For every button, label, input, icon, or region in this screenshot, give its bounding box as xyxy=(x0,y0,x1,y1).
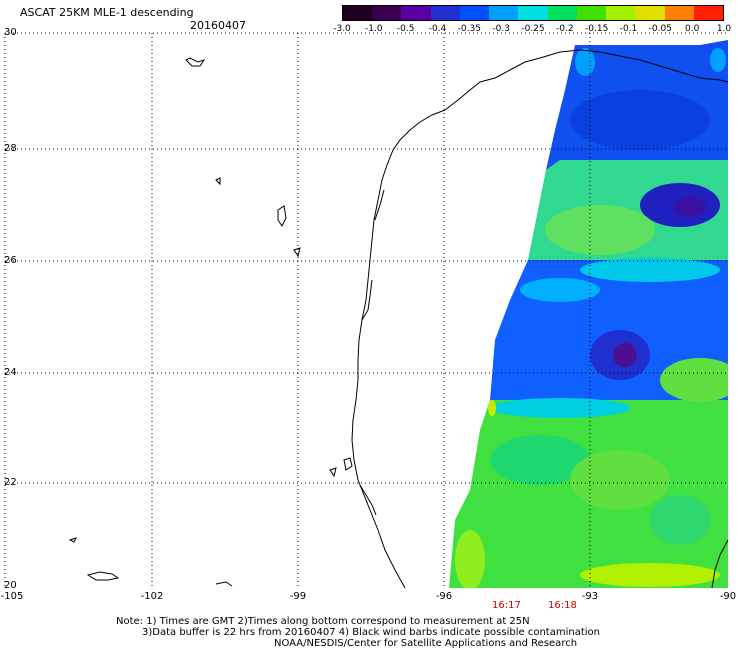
x-label-99: -99 xyxy=(289,591,307,602)
color-scale-label: 0.0 xyxy=(684,24,700,34)
x-label-105: -105 xyxy=(0,591,24,602)
y-label-28: 28 xyxy=(4,143,17,154)
color-scale-swatch xyxy=(547,6,577,20)
color-scale-label: -1.0 xyxy=(365,24,383,34)
color-scale-swatch xyxy=(664,6,694,20)
color-scale-label: -0.2 xyxy=(556,24,574,34)
color-scale-label: -0.05 xyxy=(648,24,672,34)
grid-lines xyxy=(4,32,728,588)
x-label-93: -93 xyxy=(581,591,599,602)
y-label-26: 26 xyxy=(4,255,17,266)
color-scale-swatch xyxy=(518,6,548,20)
color-scale-label: -0.15 xyxy=(585,24,609,34)
color-scale-swatch xyxy=(635,6,665,20)
color-scale-label: -0.35 xyxy=(457,24,481,34)
note-line-1: Note: 1) Times are GMT 2)Times along bot… xyxy=(116,616,530,627)
color-scale-swatch xyxy=(401,6,431,20)
color-scale-label: 1.0 xyxy=(716,24,732,34)
color-scale-swatch xyxy=(693,6,724,20)
color-scale-swatch xyxy=(459,6,490,20)
color-scale-swatch xyxy=(372,6,402,20)
data-swath xyxy=(449,40,728,588)
footnotes: Note: 1) Times are GMT 2)Times along bot… xyxy=(116,616,600,649)
x-label-102: -102 xyxy=(140,591,164,602)
coastline xyxy=(68,49,729,589)
pass-time-2: 16:18 xyxy=(548,600,577,611)
note-line-2: 3)Data buffer is 22 hrs from 20160407 4)… xyxy=(142,627,600,638)
color-scale-bar xyxy=(342,5,724,21)
color-scale-labels: -3.0 -1.0 -0.5 -0.4 -0.35 -0.3 -0.25 -0.2 -0.15-… xyxy=(330,24,732,36)
map-title: ASCAT 25KM MLE-1 descending xyxy=(20,6,194,19)
color-scale-label: -3.0 xyxy=(333,24,351,34)
color-scale-label: -0.4 xyxy=(428,24,447,34)
y-label-30: 30 xyxy=(4,27,17,38)
y-label-20: 20 xyxy=(4,580,17,591)
color-scale-swatch xyxy=(489,6,519,20)
color-scale-label: -0.1 xyxy=(619,24,638,34)
note-line-3: NOAA/NESDIS/Center for Satellite Applica… xyxy=(274,638,578,649)
color-scale-label: -0.5 xyxy=(396,24,415,34)
x-label-90: -90 xyxy=(719,591,737,602)
color-scale-swatch xyxy=(606,6,636,20)
y-label-24: 24 xyxy=(4,367,17,378)
color-scale-swatch xyxy=(430,6,460,20)
y-label-22: 22 xyxy=(4,477,17,488)
pass-time-1: 16:17 xyxy=(492,600,521,611)
color-scale-label: -0.3 xyxy=(492,24,510,34)
map-date: 20160407 xyxy=(190,19,246,32)
color-scale-swatch xyxy=(343,6,373,20)
x-label-96: -96 xyxy=(435,591,453,602)
color-scale-swatch xyxy=(576,6,607,20)
color-scale-label: -0.25 xyxy=(521,24,545,34)
